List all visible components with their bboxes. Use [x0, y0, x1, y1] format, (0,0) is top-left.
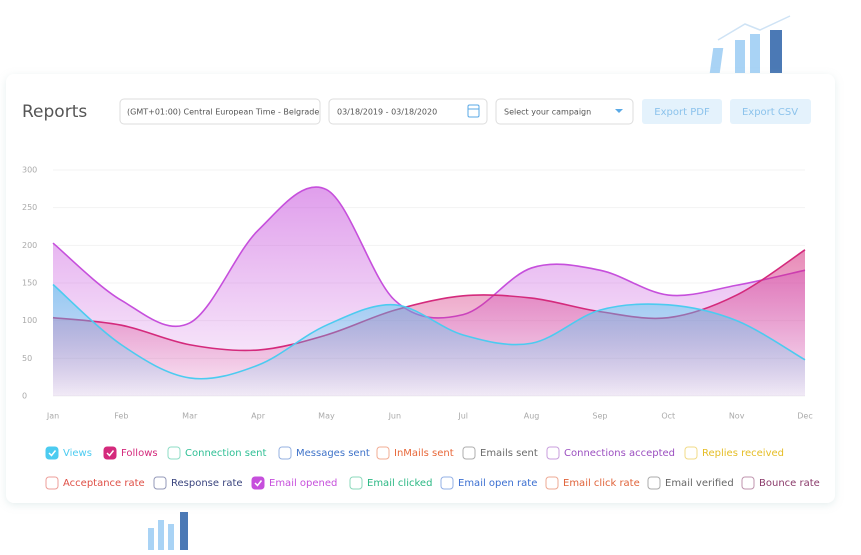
- x-tick-label: Nov: [729, 412, 745, 421]
- legend-checkbox[interactable]: [278, 446, 292, 460]
- legend-checkbox[interactable]: [45, 476, 59, 490]
- legend-checkbox[interactable]: [349, 476, 363, 490]
- line: [52, 283, 806, 380]
- legend-label: Email opened: [269, 478, 337, 489]
- dropdown-arrow: [615, 109, 623, 113]
- legend-label: Emails sent: [480, 448, 538, 459]
- button-label: Export CSV: [742, 107, 798, 118]
- legend-checkbox[interactable]: [462, 446, 476, 460]
- date-text: 03/18/2019 - 03/18/2020: [337, 108, 437, 117]
- x-tick-label: Jul: [457, 412, 468, 421]
- date-picker[interactable]: [328, 98, 488, 125]
- calendar-icon: [467, 104, 480, 118]
- card: [6, 74, 835, 503]
- legend-label: Email open rate: [458, 478, 537, 489]
- legend-checkbox[interactable]: [376, 446, 390, 460]
- x-tick-label: Apr: [251, 412, 266, 421]
- y-tick-label: 150: [22, 279, 37, 288]
- check-mark: [48, 450, 57, 457]
- timezone-select[interactable]: [119, 98, 321, 125]
- legend-checkbox[interactable]: [167, 446, 181, 460]
- chart: 0 50 100 150 200 250 300 Jan Feb Mar Apr May Jun Jul A…: [22, 166, 820, 490]
- x-tick-label: Jan: [46, 412, 59, 421]
- legend-checkbox[interactable]: [103, 446, 117, 460]
- legend-label: Email clicked: [367, 478, 432, 489]
- x-tick-label: Jun: [388, 412, 402, 421]
- legend-checkbox[interactable]: [741, 476, 755, 490]
- x-tick-label: Aug: [524, 412, 540, 421]
- legend-label: Acceptance rate: [63, 478, 145, 489]
- y-tick-label: 50: [22, 354, 32, 363]
- legend-checkbox[interactable]: [45, 446, 59, 460]
- legend-label: Views: [63, 448, 92, 459]
- export-pdf-button[interactable]: [642, 99, 722, 124]
- deco-icon: [709, 15, 791, 73]
- x-tick-label: Feb: [114, 412, 128, 421]
- legend-label: Connections accepted: [564, 448, 675, 459]
- legend-checkbox[interactable]: [647, 476, 661, 490]
- x-tick-label: Oct: [661, 412, 675, 421]
- x-tick-label: Dec: [797, 412, 812, 421]
- legend-checkbox[interactable]: [440, 476, 454, 490]
- x-tick-label: Sep: [592, 412, 607, 421]
- button-label: Export PDF: [654, 107, 710, 118]
- area: [53, 284, 805, 396]
- campaign-select[interactable]: [495, 98, 634, 125]
- legend-checkbox[interactable]: [153, 476, 167, 490]
- y-tick-label: 300: [22, 166, 37, 175]
- legend-label: InMails sent: [394, 448, 454, 459]
- x-tick-label: May: [318, 412, 335, 421]
- y-tick-label: 0: [22, 392, 27, 401]
- legend-label: Email click rate: [563, 478, 640, 489]
- check-mark: [254, 480, 263, 487]
- campaign-text: Select your campaign: [504, 108, 591, 117]
- legend-checkbox[interactable]: [545, 476, 559, 490]
- legend-checkbox[interactable]: [546, 446, 560, 460]
- legend-label: Response rate: [171, 478, 243, 489]
- legend-label: Bounce rate: [759, 478, 820, 489]
- y-tick-label: 200: [22, 241, 37, 250]
- deco-icon: [148, 512, 188, 550]
- legend-label: Messages sent: [296, 448, 370, 459]
- x-tick-label: Mar: [182, 412, 198, 421]
- export-csv-button[interactable]: [730, 99, 811, 124]
- timezone-text: (GMT+01:00) Central European Time - Belg…: [127, 108, 319, 117]
- page-title: Reports: [22, 102, 87, 122]
- legend-label: Replies received: [702, 448, 784, 459]
- y-tick-label: 250: [22, 203, 37, 212]
- legend-checkbox[interactable]: [684, 446, 698, 460]
- legend-label: Email verified: [665, 478, 734, 489]
- legend-checkbox[interactable]: [251, 476, 265, 490]
- check-mark: [106, 450, 115, 457]
- legend-label: Connection sent: [185, 448, 266, 459]
- y-tick-label: 100: [22, 316, 37, 325]
- legend-label: Follows: [121, 448, 158, 459]
